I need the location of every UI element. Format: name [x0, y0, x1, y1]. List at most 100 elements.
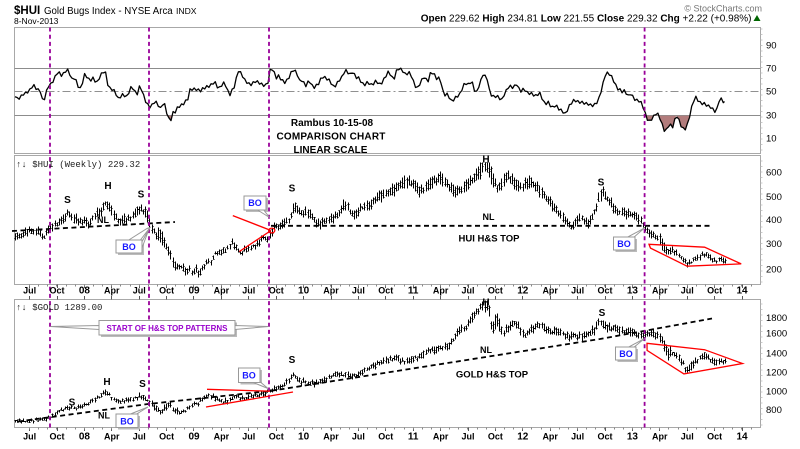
- svg-text:BO: BO: [120, 417, 134, 427]
- svg-text:Jul: Jul: [242, 432, 255, 442]
- svg-text:Oct: Oct: [159, 286, 174, 296]
- svg-text:50: 50: [766, 87, 777, 98]
- svg-text:H: H: [103, 377, 110, 388]
- svg-text:Jul: Jul: [681, 432, 694, 442]
- svg-text:Jul: Jul: [461, 286, 474, 296]
- svg-text:NL: NL: [483, 212, 495, 222]
- svg-text:Oct: Oct: [269, 432, 284, 442]
- svg-text:Jul: Jul: [571, 286, 584, 296]
- svg-text:90: 90: [766, 41, 777, 52]
- svg-text:13: 13: [627, 432, 639, 443]
- svg-text:Oct: Oct: [269, 286, 284, 296]
- svg-text:08: 08: [79, 432, 91, 443]
- svg-text:Apr: Apr: [652, 286, 668, 296]
- svg-text:500: 500: [766, 192, 782, 203]
- svg-text:Gold Bugs Index - NYSE Arca: Gold Bugs Index - NYSE Arca: [44, 6, 173, 17]
- svg-text:Jul: Jul: [352, 286, 365, 296]
- svg-text:09: 09: [188, 432, 200, 443]
- svg-text:800: 800: [766, 405, 782, 416]
- svg-text:S: S: [138, 190, 145, 201]
- svg-text:Apr: Apr: [433, 286, 449, 296]
- svg-text:12: 12: [517, 286, 529, 297]
- svg-text:1600: 1600: [766, 329, 787, 340]
- svg-text:Oct: Oct: [707, 432, 722, 442]
- svg-text:$HUI: $HUI: [14, 5, 40, 17]
- svg-text:START OF H&S TOP PATTERNS: START OF H&S TOP PATTERNS: [106, 324, 228, 333]
- svg-text:200: 200: [766, 265, 782, 276]
- svg-text:Oct: Oct: [597, 286, 612, 296]
- svg-text:30: 30: [766, 111, 777, 122]
- svg-text:S: S: [598, 178, 605, 189]
- svg-text:NL: NL: [480, 345, 492, 355]
- svg-text:Open 229.62 High 234.81 Low: Open 229.62 High 234.81 Low 221.55 Close…: [421, 14, 752, 25]
- svg-text:Jul: Jul: [461, 432, 474, 442]
- svg-text:Oct: Oct: [378, 286, 393, 296]
- svg-text:70: 70: [766, 64, 777, 75]
- svg-text:↑↓ $GOLD 1289.00: ↑↓ $GOLD 1289.00: [16, 303, 102, 313]
- svg-text:H: H: [104, 181, 111, 192]
- svg-text:Jul: Jul: [23, 286, 36, 296]
- svg-text:Jul: Jul: [352, 432, 365, 442]
- svg-text:Jul: Jul: [681, 286, 694, 296]
- svg-text:Apr: Apr: [214, 286, 230, 296]
- svg-text:BO: BO: [248, 198, 262, 208]
- svg-text:Oct: Oct: [49, 432, 64, 442]
- svg-text:08: 08: [79, 286, 91, 297]
- svg-text:11: 11: [408, 432, 419, 443]
- svg-text:Apr: Apr: [433, 432, 449, 442]
- svg-text:Oct: Oct: [378, 432, 393, 442]
- svg-text:BO: BO: [122, 242, 136, 252]
- svg-text:Rambus 10-15-08: Rambus 10-15-08: [291, 118, 374, 129]
- svg-text:1800: 1800: [766, 313, 787, 324]
- svg-text:COMPARISON CHART: COMPARISON CHART: [276, 132, 385, 143]
- svg-text:13: 13: [627, 286, 639, 297]
- svg-text:NL: NL: [98, 411, 110, 421]
- svg-text:600: 600: [766, 168, 782, 179]
- svg-text:11: 11: [408, 286, 419, 297]
- svg-text:14: 14: [736, 286, 748, 297]
- svg-text:↑↓ $HUI (Weekly) 229.32: ↑↓ $HUI (Weekly) 229.32: [16, 160, 140, 170]
- svg-text:Apr: Apr: [104, 286, 120, 296]
- svg-text:10: 10: [766, 134, 777, 145]
- svg-text:Apr: Apr: [323, 286, 339, 296]
- svg-text:Oct: Oct: [597, 432, 612, 442]
- svg-text:© StockCharts.com: © StockCharts.com: [684, 3, 762, 13]
- svg-text:INDX: INDX: [176, 6, 197, 16]
- svg-text:8-Nov-2013: 8-Nov-2013: [14, 16, 59, 26]
- svg-text:GOLD H&S TOP: GOLD H&S TOP: [456, 370, 529, 381]
- svg-text:H: H: [482, 155, 489, 166]
- svg-text:Apr: Apr: [542, 286, 558, 296]
- svg-text:HUI H&S TOP: HUI H&S TOP: [458, 234, 520, 245]
- svg-text:1200: 1200: [766, 368, 787, 379]
- svg-text:400: 400: [766, 215, 782, 226]
- svg-text:LINEAR SCALE: LINEAR SCALE: [294, 145, 368, 156]
- svg-text:S: S: [599, 308, 606, 319]
- svg-text:Jul: Jul: [242, 286, 255, 296]
- svg-text:BO: BO: [619, 349, 633, 359]
- svg-text:Jul: Jul: [571, 432, 584, 442]
- svg-text:Jul: Jul: [133, 286, 146, 296]
- svg-text:1000: 1000: [766, 387, 787, 398]
- svg-text:NL: NL: [97, 215, 109, 225]
- svg-text:10: 10: [298, 286, 310, 297]
- svg-text:Oct: Oct: [488, 432, 503, 442]
- svg-text:300: 300: [766, 239, 782, 250]
- svg-text:Apr: Apr: [323, 432, 339, 442]
- svg-text:10: 10: [298, 432, 310, 443]
- svg-text:Apr: Apr: [542, 432, 558, 442]
- svg-text:Oct: Oct: [488, 286, 503, 296]
- svg-text:14: 14: [736, 432, 748, 443]
- svg-text:Oct: Oct: [707, 286, 722, 296]
- svg-text:S: S: [64, 195, 71, 206]
- svg-text:S: S: [289, 184, 296, 195]
- svg-text:Apr: Apr: [214, 432, 230, 442]
- svg-text:BO: BO: [242, 371, 256, 381]
- svg-text:Apr: Apr: [104, 432, 120, 442]
- svg-text:Apr: Apr: [652, 432, 668, 442]
- svg-text:1400: 1400: [766, 349, 787, 360]
- svg-text:Jul: Jul: [23, 432, 36, 442]
- svg-text:S: S: [139, 379, 146, 390]
- svg-text:Jul: Jul: [133, 432, 146, 442]
- svg-text:H: H: [482, 298, 489, 309]
- svg-text:Oct: Oct: [159, 432, 174, 442]
